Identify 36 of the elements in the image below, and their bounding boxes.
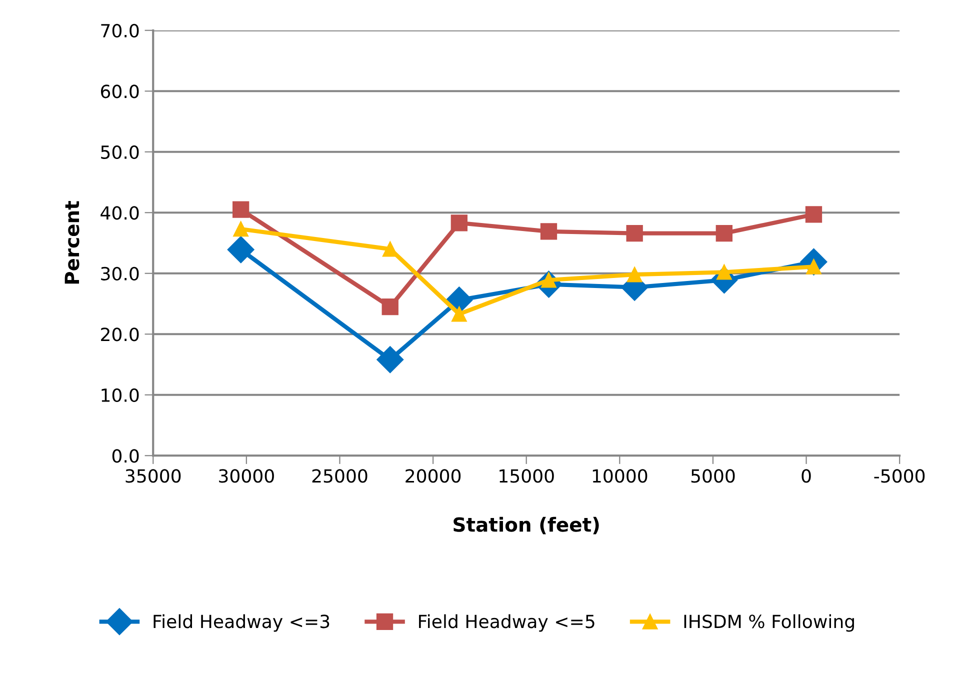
legend-label: Field Headway <=5 <box>419 614 594 632</box>
x-tick-label: 30000 <box>219 469 274 483</box>
point <box>540 223 558 240</box>
point <box>626 224 643 242</box>
legend-label: Field Headway <=3 <box>154 614 330 632</box>
y-tick-label: 0.0 <box>112 449 139 463</box>
point <box>716 224 732 242</box>
x-tick-label: 25000 <box>312 469 368 483</box>
legend-label: IHSDM % Following <box>684 614 854 632</box>
point <box>805 206 822 223</box>
x-tick-label: 15000 <box>500 469 554 483</box>
point <box>227 236 254 264</box>
point <box>382 241 398 257</box>
x-tick-label: 10000 <box>592 469 648 483</box>
point <box>376 346 404 374</box>
point <box>626 266 642 282</box>
y-tick-label: 10.0 <box>102 388 139 402</box>
x-axis-title: Station (feet) <box>454 516 599 534</box>
y-tick-label: 40.0 <box>100 206 139 220</box>
y-tick-label: 50.0 <box>101 145 139 159</box>
point <box>232 201 250 218</box>
x-tick-label: 5000 <box>691 469 735 483</box>
y-axis-title: Percent <box>64 201 80 284</box>
y-tick-label: 70.0 <box>101 24 139 38</box>
point <box>452 306 467 322</box>
x-tick-label: 20000 <box>406 469 461 483</box>
y-tick-label: 30.0 <box>101 266 139 280</box>
point <box>450 214 468 232</box>
point <box>233 221 248 237</box>
x-tick-label: 0 <box>802 469 811 483</box>
x-tick-label: -5000 <box>874 469 925 483</box>
x-tick-label: 35000 <box>126 469 181 483</box>
point <box>382 298 398 316</box>
point <box>716 264 732 280</box>
y-tick-label: 60.0 <box>100 84 139 98</box>
y-tick-label: 20.0 <box>101 328 139 342</box>
